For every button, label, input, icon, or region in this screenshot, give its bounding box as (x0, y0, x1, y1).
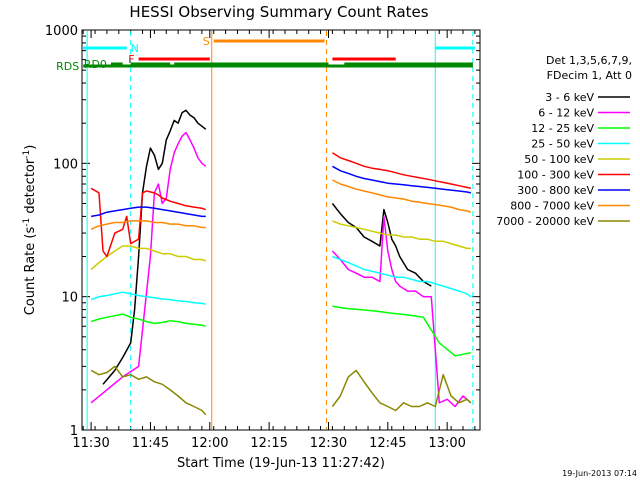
series-line (332, 255, 472, 298)
x-tick-label: 11:30 (72, 436, 109, 451)
y-tick-label: 100 (53, 157, 78, 172)
series-line (90, 206, 206, 218)
series-line (90, 313, 206, 327)
series-line (331, 152, 472, 190)
series-line (102, 109, 207, 385)
legend: Det 1,3,5,6,7,9, FDecim 1, Att 0 3 - 6 k… (496, 54, 632, 228)
series-line (90, 187, 207, 258)
legend-header-line-1: Det 1,3,5,6,7,9, (546, 54, 632, 67)
series-line (332, 165, 472, 194)
x-tick-label: 11:45 (132, 436, 169, 451)
legend-label: 12 - 25 keV (531, 122, 594, 135)
x-axis: 11:30 11:45 12:00 12:15 12:30 12:45 13:00 (72, 30, 476, 451)
series-line (331, 215, 472, 408)
chart-title: HESSI Observing Summary Count Rates (129, 3, 428, 21)
legend-label: 25 - 50 keV (531, 138, 594, 151)
legend-label: 6 - 12 keV (538, 107, 594, 120)
y-axis-label-sup2: -1 (22, 150, 32, 159)
y-tick-label: 1 (70, 424, 78, 439)
flag-label: S (203, 35, 210, 48)
flag-label: F (128, 53, 134, 66)
footer-timestamp: 19-Jun-2013 07:14 (562, 469, 637, 478)
legend-label: 50 - 100 keV (524, 153, 594, 166)
series-line (90, 220, 206, 230)
series-line (331, 369, 472, 412)
x-tick-label: 12:15 (250, 436, 287, 451)
series-line (332, 305, 472, 357)
y-axis-label: Count Rate (s-1 detector-1) (22, 145, 38, 316)
series-line (90, 245, 207, 271)
x-tick-label: 12:30 (310, 436, 347, 451)
legend-label: 3 - 6 keV (545, 91, 594, 104)
y-axis-label-end: ) (23, 145, 38, 150)
y-axis-label-mid: detector (23, 158, 38, 218)
legend-label: 800 - 7000 keV (510, 200, 594, 213)
plot-frame (81, 29, 481, 431)
legend-label: 100 - 300 keV (517, 169, 594, 182)
x-axis-label: Start Time (19-Jun-13 11:27:42) (177, 456, 385, 471)
y-tick-label: 10 (61, 291, 78, 306)
series-line (90, 365, 207, 416)
x-tick-label: 12:00 (191, 436, 228, 451)
y-axis-label-main: Count Rate (s (23, 227, 38, 316)
series-line (90, 131, 207, 404)
legend-label: 7000 - 20000 keV (496, 215, 594, 228)
x-tick-label: 12:45 (369, 436, 406, 451)
series-line (331, 203, 432, 287)
flag-bars: NSFRD0RDS (56, 35, 475, 73)
series-lines (90, 109, 472, 416)
series-line (90, 291, 206, 305)
x-tick-label: 13:00 (428, 436, 465, 451)
y-axis-label-sup1: -1 (22, 218, 32, 227)
legend-label: 300 - 800 keV (517, 184, 594, 197)
flag-label: RDS (56, 60, 79, 73)
marker-lines (86, 31, 474, 429)
flag-label: N (131, 42, 139, 55)
y-tick-label: 1000 (45, 24, 78, 39)
legend-header-line-2: FDecim 1, Att 0 (547, 69, 632, 82)
plot-area (81, 29, 481, 431)
series-line (332, 179, 472, 213)
y-axis: 1 10 100 1000 (45, 24, 480, 439)
series-line (332, 220, 471, 250)
